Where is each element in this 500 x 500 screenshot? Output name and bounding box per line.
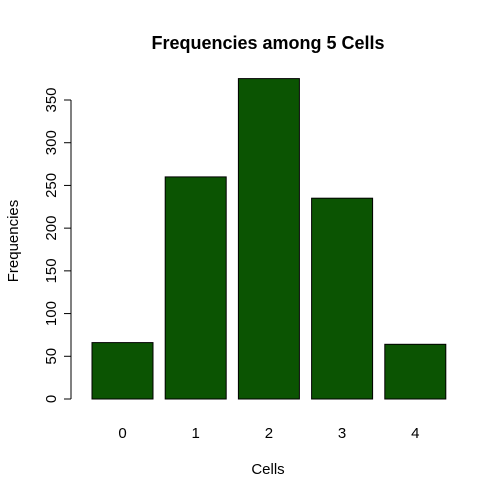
bar-1 — [164, 176, 227, 400]
bars-layer — [91, 78, 447, 400]
y-tick-label: 150 — [43, 258, 60, 283]
x-axis-labels: 0 1 2 3 4 — [118, 425, 419, 442]
y-axis: 0 50 100 150 200 250 300 350 — [43, 87, 72, 403]
x-tick-label: 0 — [118, 425, 126, 442]
bar-0 — [91, 342, 154, 400]
bar-4 — [384, 343, 447, 400]
y-tick-label: 200 — [43, 216, 60, 241]
y-tick-label: 100 — [43, 301, 60, 326]
x-axis-label: Cells — [251, 461, 284, 478]
x-tick-label: 3 — [338, 425, 346, 442]
bar-2 — [237, 78, 300, 400]
x-tick-label: 1 — [192, 425, 200, 442]
y-tick-label: 0 — [43, 395, 60, 403]
x-tick-label: 4 — [411, 425, 419, 442]
y-tick-label: 300 — [43, 130, 60, 155]
bar-3 — [311, 197, 374, 400]
y-tick-label: 50 — [43, 348, 60, 365]
y-tick-label: 350 — [43, 87, 60, 112]
y-tick-label: 250 — [43, 173, 60, 198]
y-axis-label: Frequencies — [5, 200, 22, 283]
chart-title: Frequencies among 5 Cells — [151, 33, 384, 53]
x-tick-label: 2 — [265, 425, 273, 442]
